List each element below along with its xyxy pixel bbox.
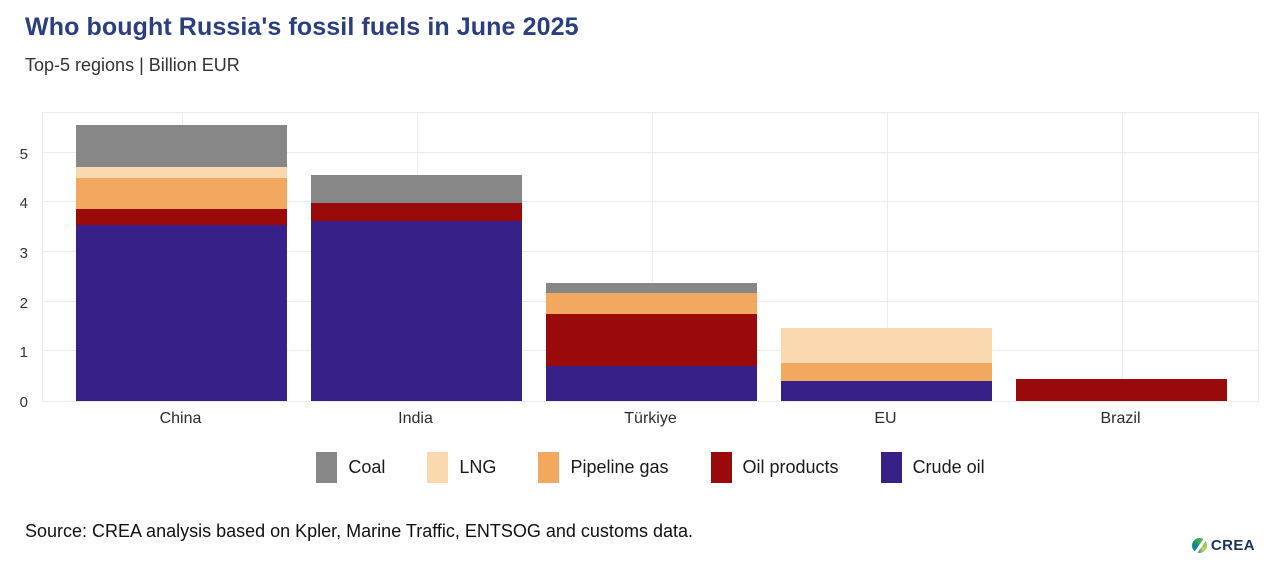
bar-segment-crude-oil-china xyxy=(76,225,287,401)
crea-logo: CREA xyxy=(1191,537,1255,554)
chart-title: Who bought Russia's fossil fuels in June… xyxy=(25,13,579,41)
bar-segment-oil-products-brazil xyxy=(1016,379,1227,401)
chart-subtitle: Top-5 regions | Billion EUR xyxy=(25,55,240,75)
bar-segment-oil-products-india xyxy=(311,202,522,222)
y-tick-label: 4 xyxy=(19,195,28,213)
y-tick-label: 3 xyxy=(19,245,28,263)
legend-item-crude-oil: Crude oil xyxy=(880,452,985,483)
legend-item-coal: Coal xyxy=(316,452,385,483)
legend-item-lng: LNG xyxy=(427,452,496,483)
bar-segment-coal-t-rkiye xyxy=(546,283,757,294)
bar-brazil xyxy=(1016,113,1227,401)
bar-t-rkiye xyxy=(546,113,757,401)
y-axis: 0 1 2 3 4 5 xyxy=(0,112,34,411)
bar-segment-crude-oil-eu xyxy=(781,381,992,401)
legend-item-oil-products: Oil products xyxy=(710,452,839,483)
bar-segment-oil-products-t-rkiye xyxy=(546,313,757,367)
legend: Coal LNG Pipeline gas Oil products Crude oil xyxy=(42,452,1259,483)
x-tick-label-brazil: Brazil xyxy=(1100,410,1141,427)
gridline-x-eu xyxy=(886,113,888,401)
bar-india xyxy=(311,113,522,401)
legend-item-pipeline-gas: Pipeline gas xyxy=(538,452,669,483)
legend-label-lng: LNG xyxy=(459,457,497,477)
gridline-y-3 xyxy=(43,251,1258,253)
gridline-y-4 xyxy=(43,201,1258,203)
x-tick-label-eu: EU xyxy=(874,410,897,427)
bar-segment-lng-china xyxy=(76,166,287,178)
bar-segment-pipeline-gas-china xyxy=(76,177,287,209)
legend-swatch-pipeline-gas xyxy=(538,452,560,483)
bar-segment-lng-eu xyxy=(781,328,992,364)
bar-segment-coal-china xyxy=(76,124,287,167)
bar-segment-oil-products-china xyxy=(76,208,287,226)
y-tick-label: 5 xyxy=(19,145,28,163)
bar-segment-crude-oil-t-rkiye xyxy=(546,366,757,401)
y-tick-label: 0 xyxy=(19,394,28,411)
bar-china xyxy=(76,113,287,401)
legend-label-oil-products: Oil products xyxy=(742,457,839,477)
x-axis: China India Türkiye EU Brazil xyxy=(42,410,1259,432)
bar-segment-coal-india xyxy=(311,175,522,203)
legend-swatch-lng xyxy=(427,452,449,483)
legend-swatch-oil-products xyxy=(710,452,732,483)
crea-logo-text: CREA xyxy=(1210,537,1255,554)
bar-eu xyxy=(781,113,992,401)
x-tick-label-india: India xyxy=(398,410,433,427)
y-tick-label: 2 xyxy=(19,294,28,312)
x-tick-label-china: China xyxy=(159,410,202,427)
x-tick-label-t-rkiye: Türkiye xyxy=(624,410,677,427)
y-tick-label: 1 xyxy=(19,344,28,362)
gridline-x-t-rkiye xyxy=(651,113,653,401)
gridline-y-5 xyxy=(43,151,1258,153)
legend-label-crude-oil: Crude oil xyxy=(912,457,985,477)
legend-label-coal: Coal xyxy=(348,457,386,477)
bar-segment-crude-oil-india xyxy=(311,221,522,401)
bar-segment-pipeline-gas-t-rkiye xyxy=(546,293,757,314)
crea-logo-icon xyxy=(1191,538,1207,553)
bar-segment-pipeline-gas-eu xyxy=(781,363,992,382)
plot-area xyxy=(42,112,1259,402)
gridline-x-brazil xyxy=(1121,113,1123,401)
source-note: Source: CREA analysis based on Kpler, Ma… xyxy=(25,521,693,541)
legend-swatch-coal xyxy=(316,452,338,483)
legend-swatch-crude-oil xyxy=(880,452,902,483)
legend-label-pipeline-gas: Pipeline gas xyxy=(570,457,669,477)
